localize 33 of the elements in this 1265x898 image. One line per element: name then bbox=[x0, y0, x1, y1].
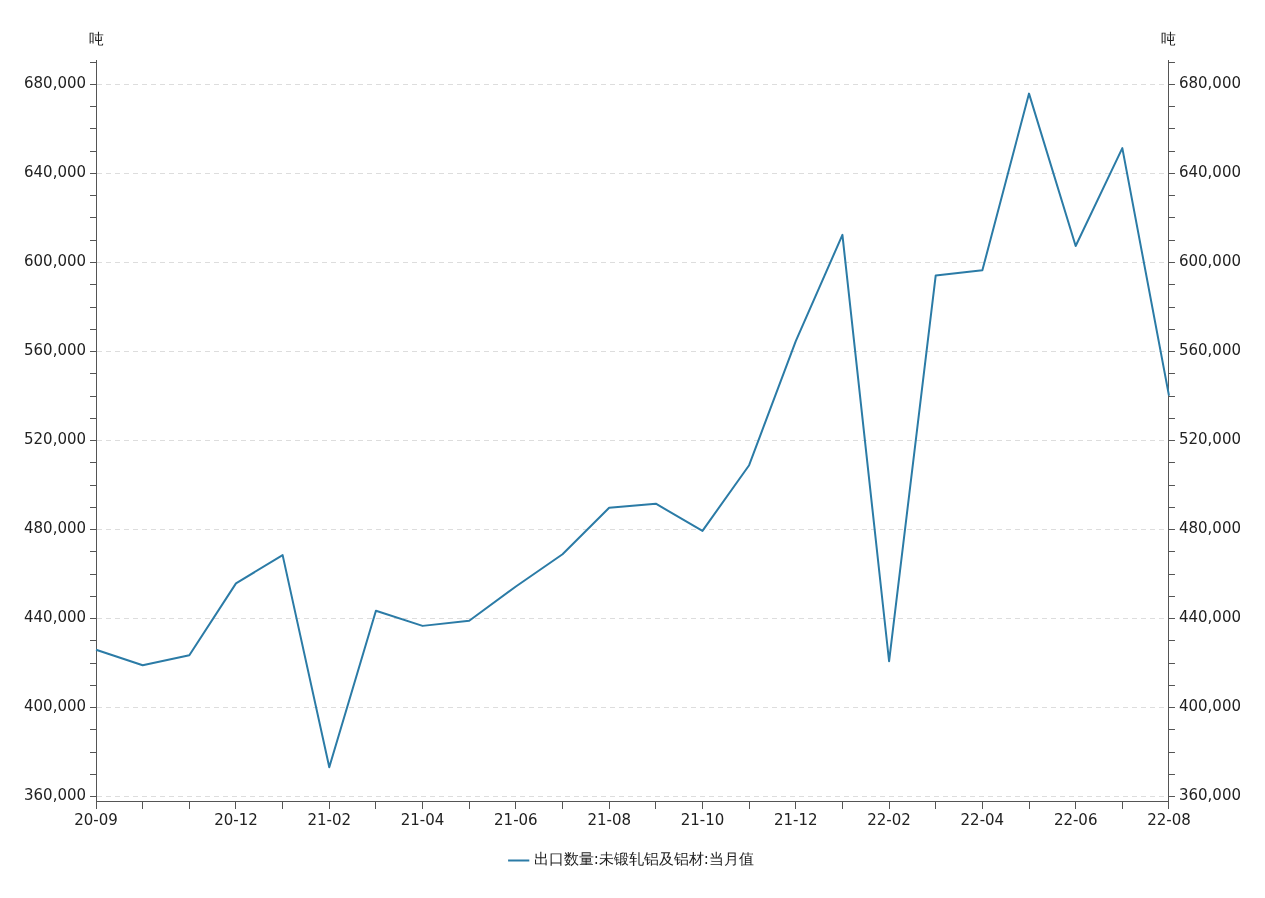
y-tick-label: 600,000 bbox=[24, 252, 87, 271]
x-tick-label: 21-08 bbox=[587, 810, 631, 829]
y-tick-label: 440,000 bbox=[24, 608, 87, 627]
y2-axis-title: 吨 bbox=[1161, 30, 1177, 49]
y2-tick-label: 440,000 bbox=[1178, 608, 1241, 627]
x-tick-label: 21-06 bbox=[494, 810, 538, 829]
y-tick-label: 360,000 bbox=[24, 786, 87, 805]
y2-tick-label: 640,000 bbox=[1178, 163, 1241, 182]
y-axis-title: 吨 bbox=[88, 30, 104, 49]
x-tick-label: 21-12 bbox=[773, 810, 818, 829]
y2-tick-label: 600,000 bbox=[1178, 252, 1241, 271]
x-tick-label: 20-09 bbox=[74, 810, 118, 829]
legend-label: 出口数量:未锻轧铝及铝材:当月值 bbox=[533, 850, 754, 869]
x-tick-label: 21-04 bbox=[400, 810, 445, 829]
y-tick-label: 520,000 bbox=[24, 430, 87, 449]
y-tick-label: 400,000 bbox=[24, 697, 87, 716]
x-tick-label: 22-02 bbox=[867, 810, 911, 829]
y2-tick-label: 480,000 bbox=[1178, 519, 1241, 538]
x-tick-label: 22-04 bbox=[960, 810, 1005, 829]
y-tick-label: 560,000 bbox=[24, 341, 87, 360]
y2-tick-label: 560,000 bbox=[1178, 341, 1241, 360]
y2-tick-label: 400,000 bbox=[1178, 697, 1241, 716]
x-tick-label: 22-08 bbox=[1147, 810, 1191, 829]
y2-tick-label: 680,000 bbox=[1178, 74, 1241, 93]
y2-tick-label: 520,000 bbox=[1178, 430, 1241, 449]
x-tick-label: 21-10 bbox=[680, 810, 725, 829]
x-tick-label: 22-06 bbox=[1053, 810, 1098, 829]
y-tick-label: 680,000 bbox=[24, 74, 87, 93]
y-tick-label: 640,000 bbox=[24, 163, 87, 182]
y2-tick-label: 360,000 bbox=[1178, 786, 1241, 805]
x-tick-label: 21-02 bbox=[307, 810, 352, 829]
y-tick-label: 480,000 bbox=[24, 519, 87, 538]
x-tick-label: 20-12 bbox=[214, 810, 258, 829]
